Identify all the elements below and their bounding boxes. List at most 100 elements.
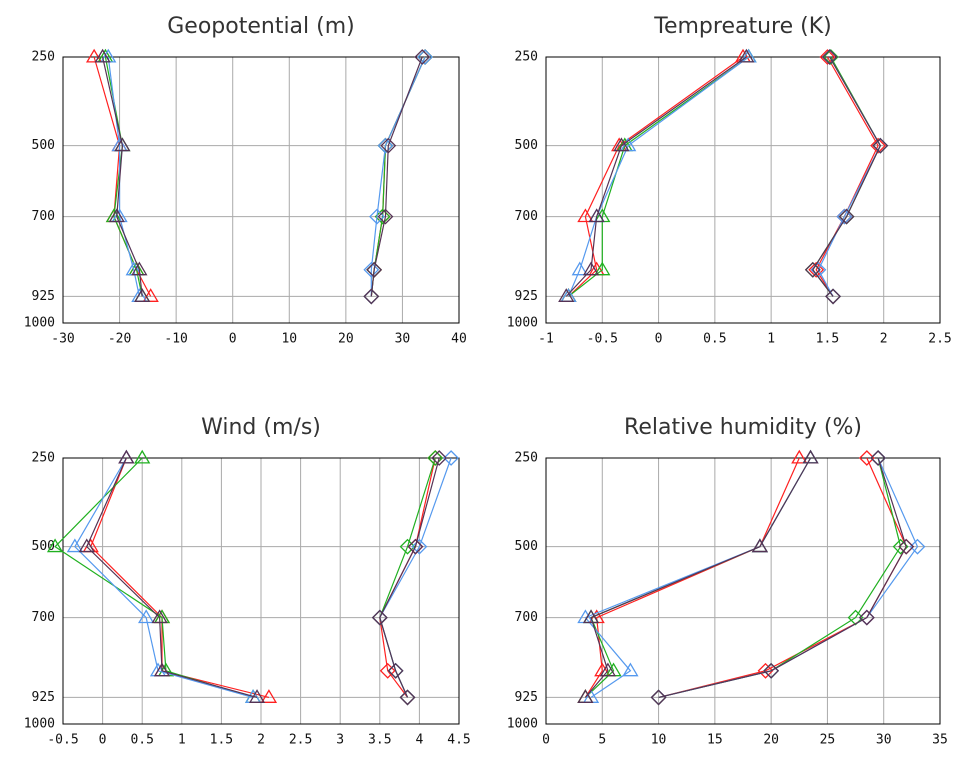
y-tick-label: 250 [515,451,538,466]
x-tick-label: 0.5 [703,332,726,347]
diamond-marker [443,450,459,466]
diamond-marker [804,261,821,278]
diamond-marker [411,538,428,555]
triangle-marker [738,48,755,63]
x-tick-label: 5 [598,733,606,748]
plot-frame [545,56,941,324]
diamond-marker [838,208,855,225]
diamond-marker [909,538,926,555]
x-tick-label: 1.5 [816,332,839,347]
triangle-marker [260,689,278,703]
x-tick-label: 30 [876,733,892,748]
x-tick-label: 15 [707,733,723,748]
triangle-marker [751,538,769,553]
x-tick-label: 1.5 [210,733,233,748]
profile-line [584,457,800,698]
x-tick-label: -1 [538,332,554,347]
triangle-marker [153,662,171,677]
triangle-marker [78,538,95,553]
profile-line [370,56,423,297]
profile-line [565,56,747,297]
triangle-marker [151,609,168,624]
x-tick-label: 2 [880,332,888,347]
plot-frame [545,457,941,725]
diamond-marker [363,288,380,305]
triangle-marker [134,449,151,464]
x-tick-label: 10 [651,733,667,748]
triangle-marker [134,288,151,302]
profile-line [584,457,812,698]
y-tick-label: 250 [32,50,55,65]
triangle-marker [138,609,155,624]
y-tick-label: 700 [32,209,55,224]
diamond-marker [377,137,394,154]
diamond-marker [870,137,887,154]
x-tick-label: -0.5 [47,733,78,748]
triangle-marker [599,662,617,677]
triangle-marker [66,538,84,553]
diamond-marker [872,137,889,154]
y-tick-label: 500 [515,138,538,153]
diamond-marker [431,450,448,466]
profile-line [86,457,258,698]
diamond-marker [380,137,397,154]
diamond-marker [371,609,388,626]
x-tick-label: 1 [178,733,186,748]
triangle-marker [131,261,148,276]
y-tick-label: 1000 [507,717,538,732]
diamond-marker [819,49,836,65]
x-tick-label: 3.5 [368,733,391,748]
triangle-marker [594,261,611,276]
diamond-marker [414,49,431,65]
x-tick-label: -30 [51,332,74,347]
diamond-marker [417,49,433,65]
y-tick-label: 700 [32,610,55,625]
triangle-marker [791,449,808,464]
diamond-marker [366,261,383,278]
x-tick-label: 2.5 [928,332,951,347]
y-tick-label: 925 [32,690,55,705]
diamond-marker [377,208,394,225]
plot-frame [62,56,460,324]
triangle-marker [94,48,111,63]
diamond-marker [374,208,391,225]
x-tick-label: 20 [763,733,779,748]
triangle-marker [613,137,630,152]
triangle-marker [142,288,159,302]
triangle-marker [571,261,588,276]
triangle-marker [802,449,819,464]
triangle-marker [577,689,594,703]
diamond-marker [808,261,825,278]
x-tick-label: 4 [415,733,423,748]
diamond-marker [363,261,380,278]
x-tick-label: 0 [99,733,107,748]
profile-line [104,56,143,297]
diamond-marker [399,689,416,706]
x-tick-label: 2.5 [289,733,312,748]
triangle-marker [558,288,575,302]
plot-border [62,457,460,725]
x-tick-label: 10 [281,332,297,347]
diamond-marker [858,450,875,466]
plot-border [62,56,460,324]
diamond-marker [847,609,864,626]
triangle-marker [114,137,131,152]
chart-title: Wind (m/s) [201,415,321,440]
y-tick-label: 1000 [24,717,55,732]
y-tick-label: 925 [515,690,538,705]
y-tick-label: 1000 [24,316,55,331]
profile-line [658,457,907,698]
triangle-marker [248,689,266,703]
profile-line [102,56,143,297]
profile-line [370,56,426,297]
x-tick-label: 1 [767,332,775,347]
y-tick-label: 1000 [507,316,538,331]
x-tick-label: 0 [655,332,663,347]
x-tick-label: -20 [108,332,131,347]
x-tick-label: 0 [542,733,550,748]
y-tick-label: 700 [515,610,538,625]
triangle-marker [118,449,135,464]
triangle-marker [577,208,594,223]
diamond-marker [387,662,404,679]
